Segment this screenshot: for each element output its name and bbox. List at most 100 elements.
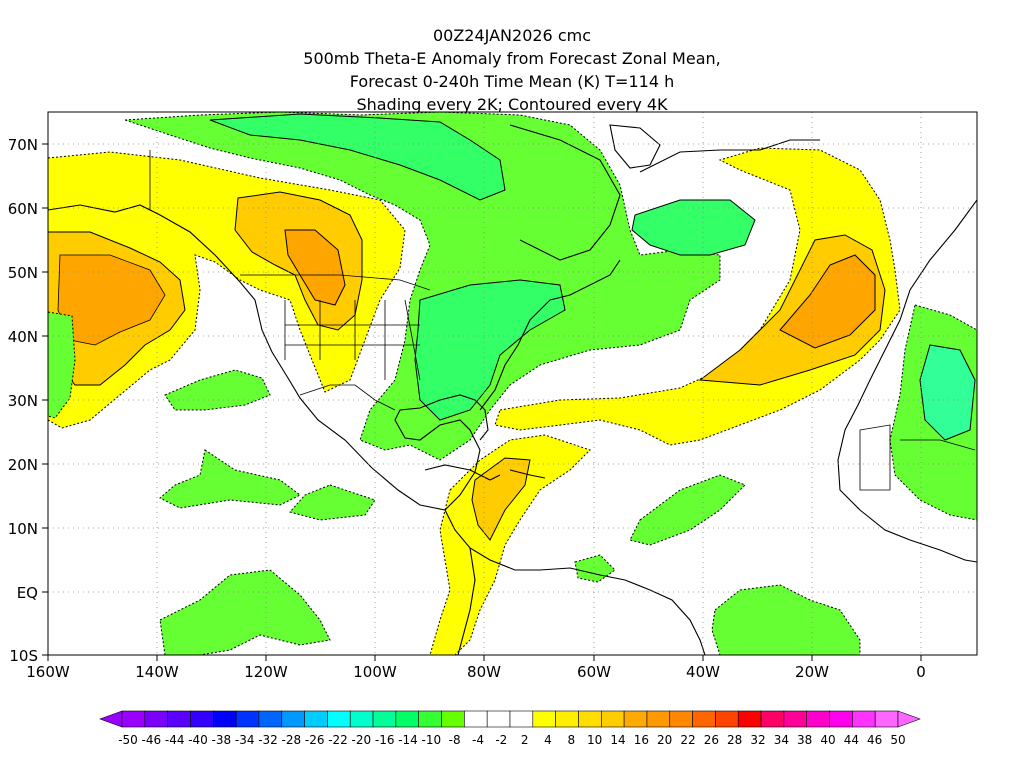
lat-label: EQ (17, 584, 38, 602)
lat-label: 10N (8, 520, 38, 538)
lon-labels: 160W 140W 120W 100W 80W 60W 40W 20W 0 (26, 663, 926, 681)
title-block: 00Z24JAN2026 cmc 500mb Theta-E Anomaly f… (0, 24, 1024, 116)
colorbar-swatch (121, 710, 146, 728)
colorbar-label: 38 (797, 733, 812, 747)
colorbar-swatch (212, 710, 237, 728)
colorbar-swatch (144, 710, 168, 728)
colorbar-label: 2 (521, 733, 529, 747)
lon-label: 40W (686, 663, 720, 681)
colorbar-swatch (760, 710, 785, 728)
lon-label: 120W (244, 663, 288, 681)
anomaly-negative-greenland (209, 113, 506, 201)
colorbar-label: -16 (375, 733, 395, 747)
anomaly-negative-tropical-pacific (159, 449, 301, 509)
colorbar-label: -50 (118, 733, 138, 747)
colorbar-swatch (532, 710, 556, 728)
colorbar-label: 4 (544, 733, 552, 747)
lat-label: 20N (8, 456, 38, 474)
colorbar-label: -2 (495, 733, 507, 747)
colorbar-label: -34 (235, 733, 255, 747)
colorbar-swatch (167, 710, 191, 728)
colorbar-swatch (441, 710, 465, 728)
coastlines (48, 124, 977, 655)
colorbar-swatch (874, 710, 899, 728)
colorbar-swatch (281, 710, 305, 728)
colorbar-swatch (783, 710, 808, 728)
colorbar-swatch (600, 710, 625, 728)
colorbar-swatch (372, 710, 397, 728)
lat-label: 10S (9, 647, 38, 665)
colorbar-label: -46 (142, 733, 162, 747)
colorbar-arrow-right (897, 710, 921, 728)
colorbar-swatch (555, 710, 579, 728)
colorbar-swatch (486, 710, 511, 728)
anomaly-negative-south-atlantic (711, 584, 861, 655)
colorbar-label: -32 (258, 733, 278, 747)
colorbar-swatch (692, 710, 716, 728)
colorbar-label: -4 (472, 733, 484, 747)
colorbar-label: -38 (212, 733, 232, 747)
lon-label: 60W (577, 663, 611, 681)
colorbar-label: -40 (188, 733, 208, 747)
colorbar-swatch (829, 710, 853, 728)
lat-label: 30N (8, 392, 38, 410)
colorbar-label: 32 (750, 733, 765, 747)
colorbar-swatch (646, 710, 671, 728)
title-line-2: 500mb Theta-E Anomaly from Forecast Zona… (303, 49, 721, 68)
colorbar-swatch (235, 710, 260, 728)
colorbar-label: -8 (449, 733, 461, 747)
anomaly-negative-africa-core (919, 344, 976, 441)
colorbar-label: -26 (305, 733, 325, 747)
colorbar-label: 40 (820, 733, 835, 747)
colorbar-swatch (578, 710, 602, 728)
map-frame (47, 111, 978, 656)
colorbar-swatch (258, 710, 283, 728)
lat-labels: 70N 60N 50N 40N 30N 20N 10N EQ 10S (8, 136, 38, 665)
colorbar-label: -10 (422, 733, 442, 747)
lat-label: 50N (8, 264, 38, 282)
anomaly-negative-tropical-atlantic (629, 474, 746, 546)
colorbar-label: 46 (867, 733, 882, 747)
colorbar-label: 44 (844, 733, 859, 747)
lon-label: 100W (353, 663, 397, 681)
colorbar-swatch (349, 710, 374, 728)
colorbar-label: -44 (165, 733, 185, 747)
anomaly-positive-caribbean (429, 434, 591, 655)
colorbar-label: 22 (680, 733, 695, 747)
colorbar-swatch (418, 710, 442, 728)
lon-label: 20W (795, 663, 829, 681)
colorbar-swatch (737, 710, 762, 728)
anomaly-negative-tropical-pacific-2 (289, 484, 376, 521)
anomaly-negative-east-us-core (414, 279, 566, 421)
colorbar-swatch (395, 710, 420, 728)
anomaly-negative-north-america (124, 112, 721, 461)
colorbar-label: 16 (634, 733, 649, 747)
colorbar-label: 50 (890, 733, 905, 747)
axis-ticks (42, 143, 922, 661)
lon-label: 80W (467, 663, 501, 681)
colorbar-swatch (509, 710, 534, 728)
title-line-4: Shading every 2K; Contoured every 4K (356, 95, 668, 114)
anomaly-negative-west-coast (48, 311, 76, 419)
colorbar-swatch (852, 710, 876, 728)
lat-label: 70N (8, 136, 38, 154)
colorbar-label: 34 (774, 733, 789, 747)
title-line-3: Forecast 0-240h Time Mean (K) T=114 h (349, 72, 675, 91)
map-plot-area (48, 112, 977, 655)
graticule (48, 112, 977, 655)
colorbar-label: 10 (587, 733, 602, 747)
colorbar-swatch (464, 710, 488, 728)
lon-label: 140W (135, 663, 179, 681)
colorbar-swatch (669, 710, 693, 728)
colorbar-swatch (327, 710, 351, 728)
anomaly-negative-equatorial-pacific (159, 569, 331, 655)
anomaly-negative-atlantic (631, 199, 756, 256)
colorbar-swatch (623, 710, 648, 728)
colorbar-label: -20 (352, 733, 372, 747)
political-borders (149, 150, 976, 491)
colorbar-label: 20 (657, 733, 672, 747)
colorbar-label: 8 (568, 733, 576, 747)
lon-label: 0 (916, 663, 926, 681)
lat-label: 40N (8, 328, 38, 346)
